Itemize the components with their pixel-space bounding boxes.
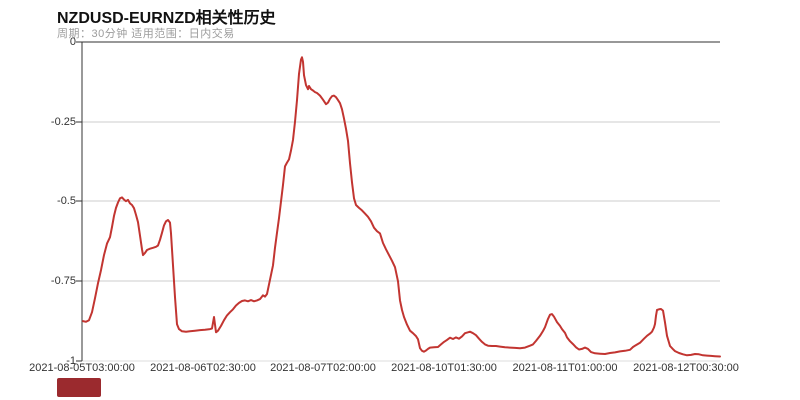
x-tick-label: 2021-08-05T03:00:00 [29,362,135,374]
x-tick-label: 2021-08-07T02:00:00 [270,362,376,374]
x-tick-label: 2021-08-11T01:00:00 [512,362,618,374]
watermark-badge [57,378,101,397]
correlation-series-line [82,56,721,358]
x-tick-label: 2021-08-10T01:30:00 [391,362,497,374]
y-tick-label: -1 [66,355,76,367]
x-tick-label: 2021-08-06T02:30:00 [150,362,256,374]
y-tick-label: -0.5 [57,195,76,207]
y-tick-label: 0 [69,36,76,48]
chart-title: NZDUSD-EURNZD相关性历史 [57,10,276,27]
chart-subtitle: 周期：30分钟 适用范围：日内交易 [57,28,235,40]
x-tick-label: 2021-08-12T00:30:00 [633,362,739,374]
y-tick-label: -0.75 [50,275,76,287]
y-tick-label: -0.25 [50,116,76,128]
